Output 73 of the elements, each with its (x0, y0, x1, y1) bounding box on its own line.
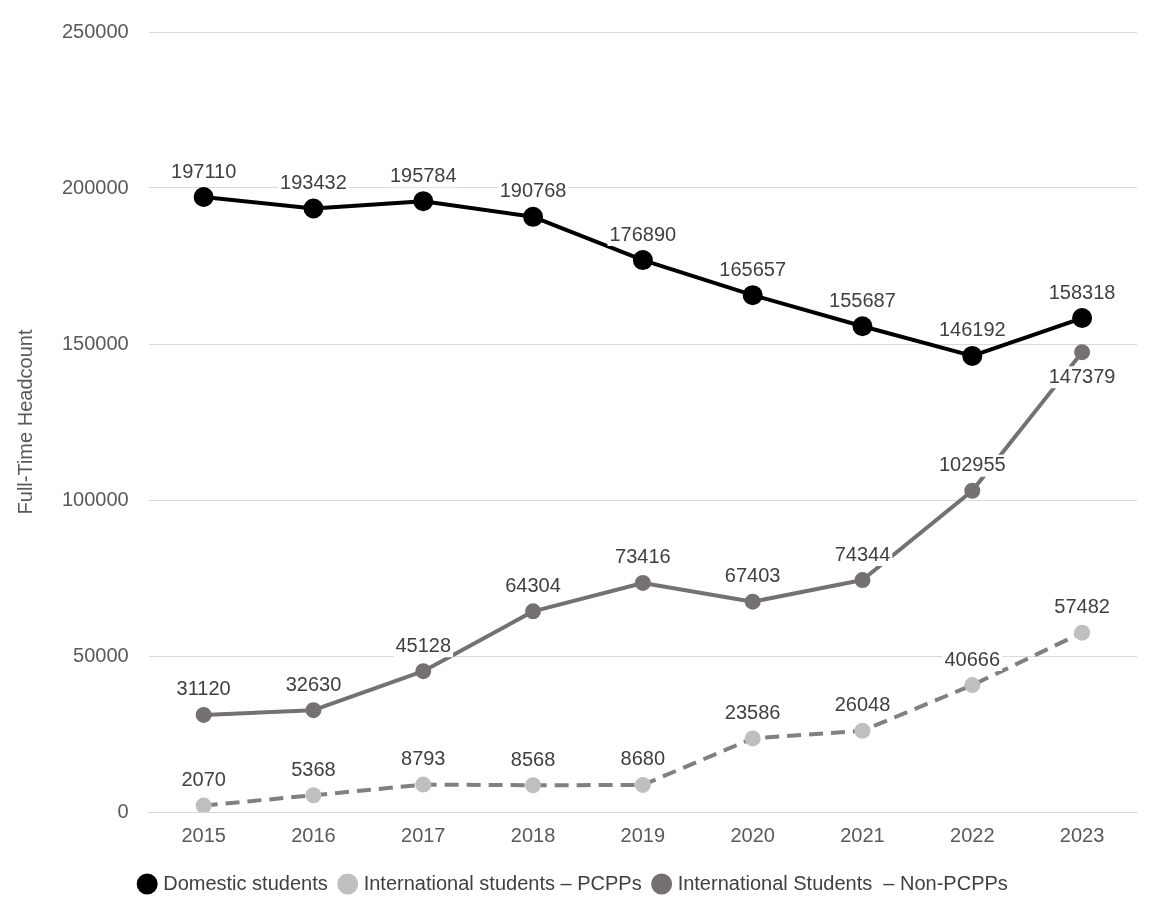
legend-label: International students – PCPPs (363, 871, 642, 894)
data-label: 195784 (389, 163, 457, 186)
data-label: 64304 (505, 573, 561, 596)
point (525, 777, 542, 794)
point (1074, 624, 1091, 641)
y-tick-label: 200000 (61, 175, 129, 198)
data-label: 165657 (719, 257, 787, 280)
data-label: 45128 (395, 633, 452, 656)
data-label: 74344 (834, 542, 891, 565)
data-label: 158318 (1048, 280, 1116, 303)
point (742, 285, 763, 306)
point (854, 722, 871, 739)
data-label: 2070 (181, 768, 226, 791)
point (523, 206, 544, 227)
point (962, 345, 983, 366)
y-axis-title: Full-Time Headcount (13, 329, 36, 515)
point (413, 191, 434, 212)
point (744, 593, 761, 610)
point (303, 198, 324, 219)
data-label: 146192 (938, 318, 1006, 341)
point (525, 603, 542, 620)
y-tick-label: 50000 (73, 643, 129, 666)
point (305, 787, 322, 804)
data-label: 176890 (609, 222, 677, 245)
point (415, 776, 432, 793)
point (632, 250, 653, 271)
data-label: 73416 (615, 545, 671, 568)
data-label: 26048 (834, 693, 891, 716)
data-label: 31120 (176, 677, 231, 700)
point (1072, 308, 1093, 329)
point (193, 187, 214, 208)
x-tick-label: 2017 (401, 823, 446, 846)
y-tick-label: 0 (117, 799, 129, 822)
point (964, 677, 981, 694)
data-label: 147379 (1048, 364, 1116, 387)
x-tick-label: 2023 (1059, 823, 1105, 846)
point (305, 702, 322, 719)
legend-label: International Students – Non-PCPPs (677, 871, 1008, 894)
x-tick-label: 2021 (840, 823, 885, 846)
data-label: 155687 (829, 288, 896, 311)
point (195, 706, 212, 723)
y-tick-label: 100000 (61, 487, 129, 510)
data-label: 8793 (401, 747, 446, 770)
data-label: 67403 (724, 564, 781, 587)
data-label: 190768 (499, 179, 567, 202)
x-tick-label: 2020 (730, 823, 775, 846)
point (852, 316, 873, 337)
point (634, 776, 651, 793)
y-tick-label: 150000 (61, 331, 129, 354)
point (1074, 344, 1091, 361)
point (964, 482, 981, 499)
x-tick-label: 2015 (181, 823, 226, 846)
point (634, 574, 651, 591)
data-label: 8568 (510, 747, 556, 770)
x-tick-label: 2022 (950, 823, 995, 846)
data-label: 57482 (1054, 595, 1110, 618)
x-tick-label: 2019 (620, 823, 666, 846)
x-tick-label: 2016 (291, 823, 336, 846)
y-tick-label: 250000 (61, 19, 129, 42)
x-tick-label: 2018 (510, 823, 556, 846)
data-label: 23586 (724, 700, 781, 723)
data-label: 32630 (285, 672, 342, 695)
data-label: 102955 (938, 453, 1006, 476)
data-label: 193432 (280, 171, 347, 194)
point (195, 797, 212, 812)
data-label: 5368 (291, 757, 336, 780)
point (744, 730, 761, 747)
data-label: 40666 (944, 647, 1001, 670)
point (854, 572, 871, 589)
point (415, 663, 432, 680)
data-label: 8680 (620, 747, 666, 770)
data-label: 197110 (171, 159, 237, 182)
legend-label: Domestic students (163, 871, 328, 894)
